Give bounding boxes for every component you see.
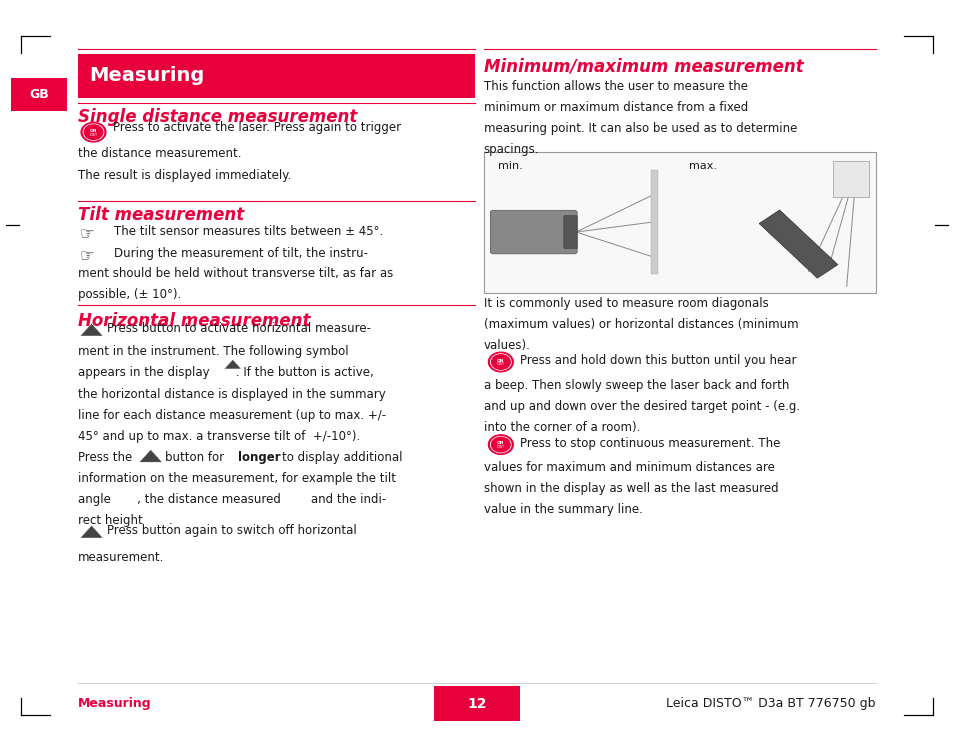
Text: DIST: DIST [90,133,97,137]
Text: Press to stop continuous measurement. The: Press to stop continuous measurement. Th… [519,436,780,450]
Text: button for: button for [165,451,224,463]
Circle shape [491,354,510,369]
Polygon shape [224,360,241,369]
Polygon shape [759,210,837,278]
Text: ON: ON [497,358,504,363]
Circle shape [84,125,103,140]
Text: This function allows the user to measure the: This function allows the user to measure… [483,80,747,93]
Text: shown in the display as well as the last measured: shown in the display as well as the last… [483,482,778,495]
Text: ☞: ☞ [79,247,94,265]
Text: It is commonly used to measure room diagonals: It is commonly used to measure room diag… [483,297,767,310]
Text: a beep. Then slowly sweep the laser back and forth: a beep. Then slowly sweep the laser back… [483,379,788,391]
Text: into the corner of a room).: into the corner of a room). [483,421,639,433]
Text: values for maximum and minimum distances are: values for maximum and minimum distances… [483,461,774,474]
Polygon shape [80,324,103,336]
Text: appears in the display       . If the button is active,: appears in the display . If the button i… [78,366,374,379]
FancyBboxPatch shape [490,210,577,254]
Text: Leica DISTO™ D3a BT 776750 gb: Leica DISTO™ D3a BT 776750 gb [665,697,875,710]
Text: information on the measurement, for example the tilt: information on the measurement, for exam… [78,472,395,484]
Text: ON: ON [497,441,504,445]
Text: ment in the instrument. The following symbol: ment in the instrument. The following sy… [78,345,349,358]
Polygon shape [139,450,162,462]
Text: minimum or maximum distance from a fixed: minimum or maximum distance from a fixed [483,101,747,114]
Text: possible, (± 10°).: possible, (± 10°). [78,288,181,301]
Polygon shape [80,526,103,538]
Circle shape [81,122,106,142]
Text: value in the summary line.: value in the summary line. [483,503,642,516]
Text: ON: ON [90,128,97,133]
FancyBboxPatch shape [483,152,875,293]
Text: Measuring: Measuring [90,66,205,86]
Text: (maximum values) or horizontal distances (minimum: (maximum values) or horizontal distances… [483,318,798,331]
FancyBboxPatch shape [832,161,868,197]
Text: measuring point. It can also be used as to determine: measuring point. It can also be used as … [483,122,796,135]
Text: angle       , the distance measured        and the indi-: angle , the distance measured and the in… [78,493,386,505]
FancyBboxPatch shape [563,216,577,249]
Circle shape [488,352,513,372]
Circle shape [83,124,104,140]
Text: the distance measurement.: the distance measurement. [78,147,241,160]
Text: Horizontal measurement: Horizontal measurement [78,312,311,330]
FancyBboxPatch shape [11,78,67,111]
Circle shape [488,435,513,454]
Circle shape [490,436,511,453]
Text: longer: longer [238,451,281,463]
Text: DIST: DIST [497,445,504,449]
FancyBboxPatch shape [650,170,658,274]
Text: Press the: Press the [78,451,132,463]
Text: Press and hold down this button until you hear: Press and hold down this button until yo… [519,354,796,367]
Text: The result is displayed immediately.: The result is displayed immediately. [78,169,292,182]
Text: values).: values). [483,339,530,352]
Text: max.: max. [688,161,716,170]
Text: measurement.: measurement. [78,551,165,564]
Text: line for each distance measurement (up to max. +/-: line for each distance measurement (up t… [78,409,386,421]
Text: 12: 12 [467,697,486,710]
Text: and up and down over the desired target point - (e.g.: and up and down over the desired target … [483,400,799,412]
Text: the horizontal distance is displayed in the summary: the horizontal distance is displayed in … [78,388,386,400]
Text: ☞: ☞ [79,225,94,243]
Text: GB: GB [30,88,49,101]
Text: Tilt measurement: Tilt measurement [78,206,244,224]
Circle shape [491,437,510,452]
Text: DIST: DIST [497,363,504,366]
Text: Minimum/maximum measurement: Minimum/maximum measurement [483,57,802,75]
Text: ment should be held without transverse tilt, as far as: ment should be held without transverse t… [78,267,393,280]
Text: min.: min. [497,161,522,170]
Text: Press button again to switch off horizontal: Press button again to switch off horizon… [107,523,356,537]
Text: Single distance measurement: Single distance measurement [78,108,357,126]
Text: to display additional: to display additional [282,451,402,463]
Circle shape [490,354,511,370]
Text: Press button to activate horizontal measure-: Press button to activate horizontal meas… [107,321,371,335]
Text: 45° and up to max. a transverse tilt of  +/-10°).: 45° and up to max. a transverse tilt of … [78,430,360,442]
Text: The tilt sensor measures tilts between ± 45°.: The tilt sensor measures tilts between ±… [114,225,383,238]
Text: rect height       .: rect height . [78,514,172,526]
Text: Measuring: Measuring [78,697,152,710]
Text: During the measurement of tilt, the instru-: During the measurement of tilt, the inst… [114,247,368,260]
FancyBboxPatch shape [434,686,519,721]
FancyBboxPatch shape [78,54,475,98]
Text: spacings.: spacings. [483,143,538,156]
Text: Press to activate the laser. Press again to trigger: Press to activate the laser. Press again… [112,121,400,134]
